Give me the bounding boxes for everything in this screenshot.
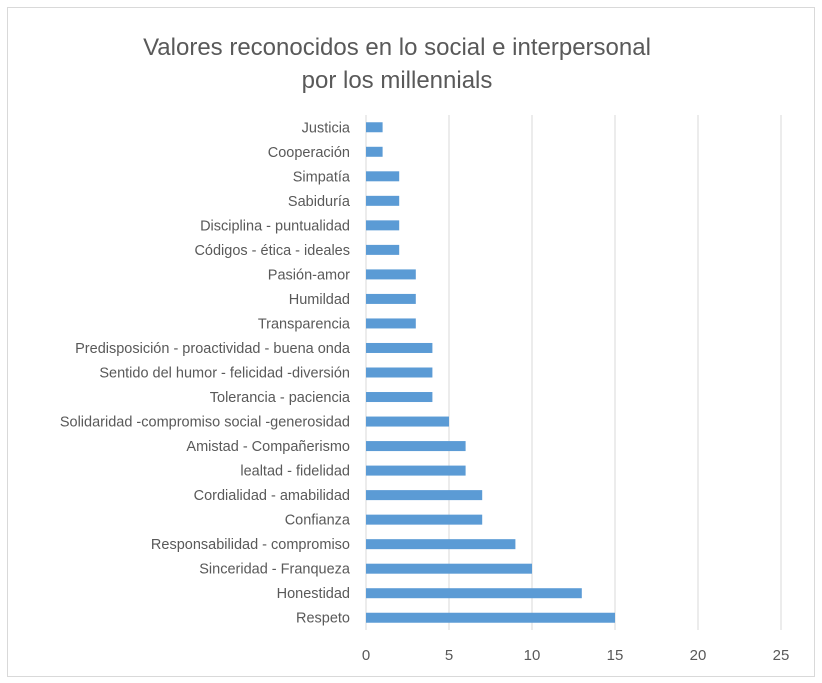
category-label: Solidaridad -compromiso social -generosi…	[60, 415, 350, 431]
bar	[366, 293, 416, 304]
category-label: Cooperación	[268, 145, 350, 161]
x-tick-label: 0	[362, 647, 370, 664]
x-tick-label: 25	[773, 647, 790, 664]
bar	[366, 146, 383, 157]
chart-title-line-2: por los millennials	[302, 67, 493, 94]
bar	[366, 416, 449, 427]
bar	[366, 367, 433, 378]
category-label: Confianza	[285, 513, 351, 529]
bar	[366, 220, 400, 231]
category-label: Disciplina - puntualidad	[200, 218, 350, 234]
bar	[366, 318, 416, 329]
category-label: Cordialidad - amabilidad	[194, 488, 350, 504]
bar	[366, 539, 516, 550]
bar	[366, 563, 532, 574]
bar	[366, 122, 383, 133]
bar	[366, 588, 582, 599]
bar	[366, 195, 400, 206]
category-label: Amistad - Compañerismo	[186, 439, 350, 455]
category-label: Transparencia	[258, 316, 351, 332]
category-label: Simpatía	[293, 169, 351, 185]
chart-title-line-1: Valores reconocidos en lo social e inter…	[143, 34, 651, 61]
bar	[366, 244, 400, 255]
category-label: Pasión-amor	[268, 267, 350, 283]
bar	[366, 269, 416, 280]
bar	[366, 490, 483, 501]
category-label: Humildad	[289, 292, 350, 308]
x-tick-label: 10	[524, 647, 541, 664]
x-tick-label: 5	[445, 647, 453, 664]
category-label: Respeto	[296, 611, 350, 627]
bar	[366, 342, 433, 353]
category-label: Predisposición - proactividad - buena on…	[75, 341, 351, 357]
category-label: Códigos - ética - ideales	[194, 243, 350, 259]
category-label: Justicia	[302, 120, 351, 136]
category-label: Sabiduría	[288, 194, 351, 210]
category-label: Sentido del humor - felicidad -diversión	[99, 366, 350, 382]
x-tick-label: 15	[607, 647, 624, 664]
bar	[366, 171, 400, 182]
category-label: lealtad - fidelidad	[240, 464, 350, 480]
category-label: Sinceridad - Franqueza	[199, 562, 351, 578]
category-label: Responsabilidad - compromiso	[151, 537, 350, 553]
x-tick-label: 20	[690, 647, 707, 664]
category-label: Honestidad	[277, 586, 350, 602]
bar	[366, 392, 433, 403]
bar	[366, 441, 466, 452]
bar	[366, 514, 483, 525]
category-label: Tolerancia - paciencia	[210, 390, 351, 406]
bar	[366, 465, 466, 476]
bar	[366, 612, 615, 623]
